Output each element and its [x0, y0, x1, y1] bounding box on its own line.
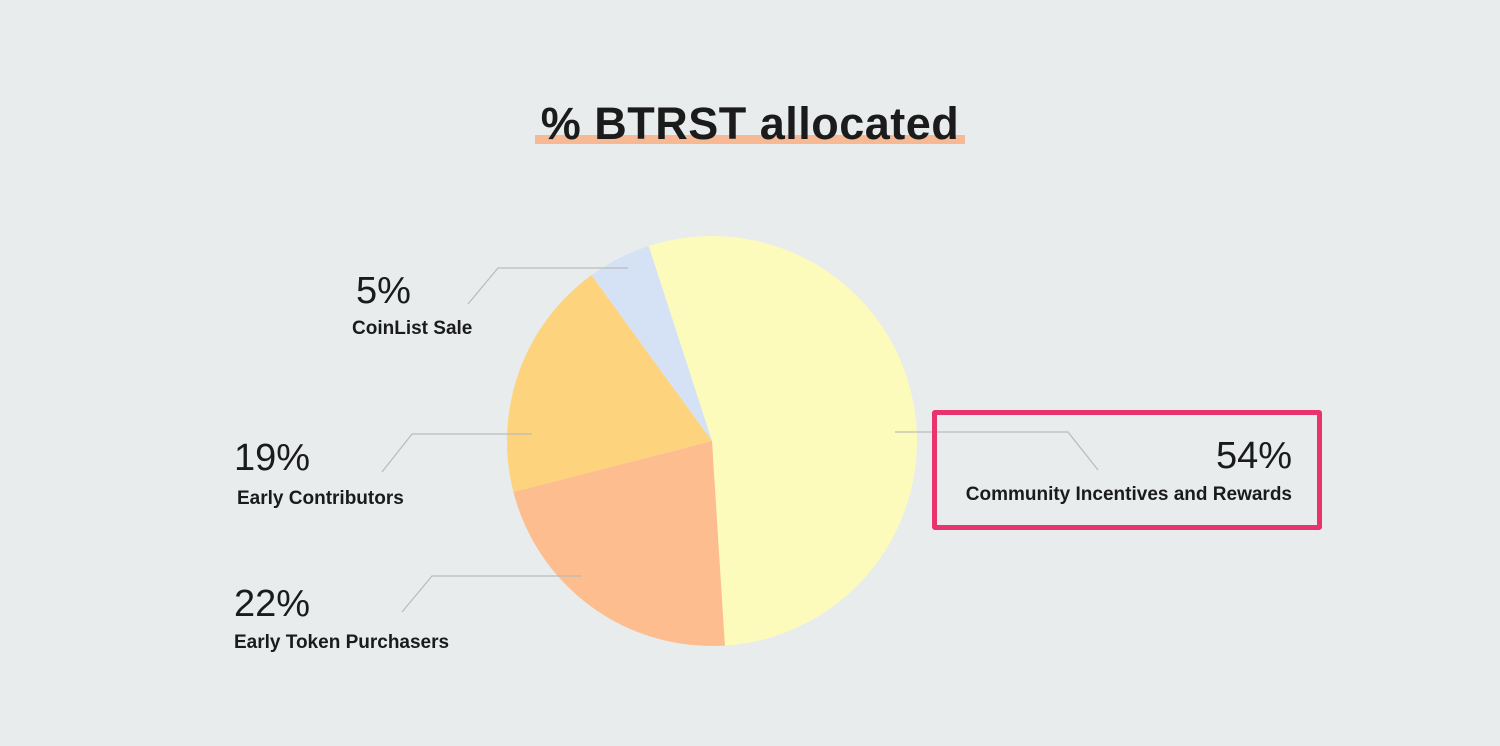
title-highlight-bar — [534, 135, 966, 144]
leader-line-community-incentives — [895, 431, 1099, 471]
pie-slices — [506, 236, 917, 646]
chart-title: % BTRST allocated — [534, 98, 966, 150]
leader-line-coinlist-sale — [467, 267, 628, 305]
pie-slice-community-incentives-and-rewards — [648, 236, 917, 646]
pct-label-community-incentives: 54% — [1216, 435, 1292, 477]
cat-label-coinlist-sale: CoinList Sale — [352, 318, 472, 339]
cat-label-community-incentives: Community Incentives and Rewards — [966, 484, 1292, 505]
leader-lines — [381, 267, 1099, 613]
pct-label-early-token-purchasers: 22% — [234, 583, 310, 625]
pie-slice-early-contributors — [506, 275, 712, 492]
cat-label-early-token-purchasers: Early Token Purchasers — [234, 632, 449, 653]
chart-title-text: % BTRST allocated — [540, 98, 960, 149]
pie-slice-early-token-purchasers — [513, 441, 725, 646]
leader-line-early-token-purchasers — [401, 575, 582, 613]
leader-line-early-contributors — [381, 433, 532, 473]
pie-slice-coinlist-sale — [591, 246, 712, 441]
cat-label-early-contributors: Early Contributors — [237, 488, 404, 509]
pct-label-coinlist-sale: 5% — [356, 270, 411, 312]
callout-highlight-box — [932, 410, 1322, 530]
pct-label-early-contributors: 19% — [234, 437, 310, 479]
chart-title-wrap: % BTRST allocated — [0, 98, 1500, 150]
